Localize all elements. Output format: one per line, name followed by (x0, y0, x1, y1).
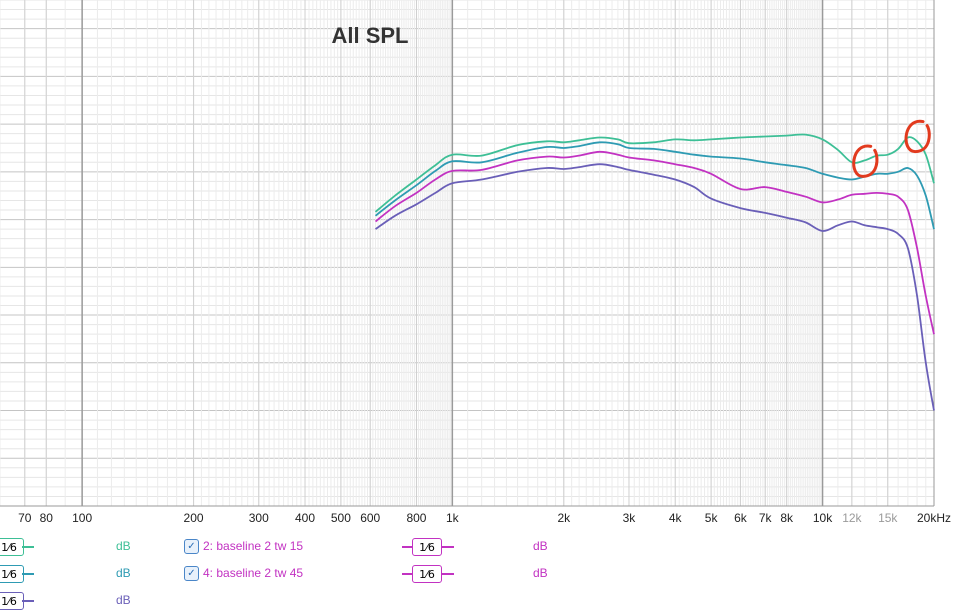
trace-name: 2: baseline 2 tw 15 (203, 539, 304, 553)
x-tick-label: 80 (40, 511, 54, 525)
x-tick-label: 800 (406, 511, 426, 525)
x-tick-label: 300 (249, 511, 269, 525)
legend-row: 1⁄6 dB (0, 592, 956, 616)
smoothing-line (402, 573, 414, 575)
smoothing-selector[interactable]: 1⁄6 (0, 565, 24, 583)
x-tick-label: 200 (184, 511, 204, 525)
x-tick-label: 500 (331, 511, 351, 525)
chart-title: All SPL (331, 23, 408, 48)
x-tick-labels: 70 80 100 200 300 400 500 600 800 1k 2k 3k 4k 5k 6k 7k 8… (18, 511, 951, 525)
smoothing-line (402, 546, 414, 548)
x-tick-label: 20kHz (917, 511, 951, 525)
series-line (374, 141, 935, 230)
checkbox-icon[interactable]: ✓ (184, 539, 199, 554)
trace-name: 4: baseline 2 tw 45 (203, 566, 304, 580)
x-tick-label: 10k (813, 511, 833, 525)
grid (0, 0, 935, 507)
smoothing-label: 1⁄6 (419, 567, 435, 581)
smoothing-label: 1⁄6 (1, 567, 17, 581)
x-tick-label: 4k (669, 511, 683, 525)
series-line (374, 133, 935, 213)
spl-chart: 70 80 100 200 300 400 500 600 800 1k 2k 3k 4k 5k 6k 7k 8… (0, 0, 951, 525)
smoothing-line (22, 600, 34, 602)
x-tick-label: 5k (705, 511, 719, 525)
series-line (374, 150, 935, 335)
unit-label: dB (116, 593, 131, 607)
x-tick-label: 8k (780, 511, 794, 525)
smoothing-label: 1⁄6 (1, 540, 17, 554)
x-tick-label: 2k (557, 511, 571, 525)
unit-label: dB (533, 539, 548, 553)
legend-row: 1⁄6 dB ✓ 2: baseline 2 tw 15 1⁄6 dB (0, 538, 956, 562)
unit-label: dB (533, 566, 548, 580)
smoothing-selector[interactable]: 1⁄6 (0, 592, 24, 610)
smoothing-selector[interactable]: 1⁄6 (412, 565, 442, 583)
x-tick-label: 1k (446, 511, 460, 525)
x-tick-label: 400 (295, 511, 315, 525)
smoothing-line (442, 573, 454, 575)
x-tick-label: 12k (842, 511, 862, 525)
x-tick-label: 600 (360, 511, 380, 525)
legend-row: 1⁄6 dB ✓ 4: baseline 2 tw 45 1⁄6 dB (0, 565, 956, 589)
series-lines (374, 133, 935, 411)
annotations (852, 120, 931, 178)
x-tick-label: 70 (18, 511, 32, 525)
annotation-circle (852, 144, 879, 178)
smoothing-label: 1⁄6 (1, 594, 17, 608)
checkbox-icon[interactable]: ✓ (184, 566, 199, 581)
smoothing-selector[interactable]: 1⁄6 (412, 538, 442, 556)
smoothing-selector[interactable]: 1⁄6 (0, 538, 24, 556)
x-tick-label: 6k (734, 511, 748, 525)
smoothing-label: 1⁄6 (419, 540, 435, 554)
x-tick-label: 3k (623, 511, 637, 525)
x-tick-label: 7k (759, 511, 773, 525)
legend: 1⁄6 dB ✓ 2: baseline 2 tw 15 1⁄6 dB 1⁄6 … (0, 530, 956, 614)
unit-label: dB (116, 539, 131, 553)
smoothing-line (22, 573, 34, 575)
smoothing-line (442, 546, 454, 548)
x-tick-label: 100 (72, 511, 92, 525)
series-line (374, 163, 935, 411)
unit-label: dB (116, 566, 131, 580)
smoothing-line (22, 546, 34, 548)
x-tick-label: 15k (878, 511, 898, 525)
annotation-circle (904, 120, 931, 154)
